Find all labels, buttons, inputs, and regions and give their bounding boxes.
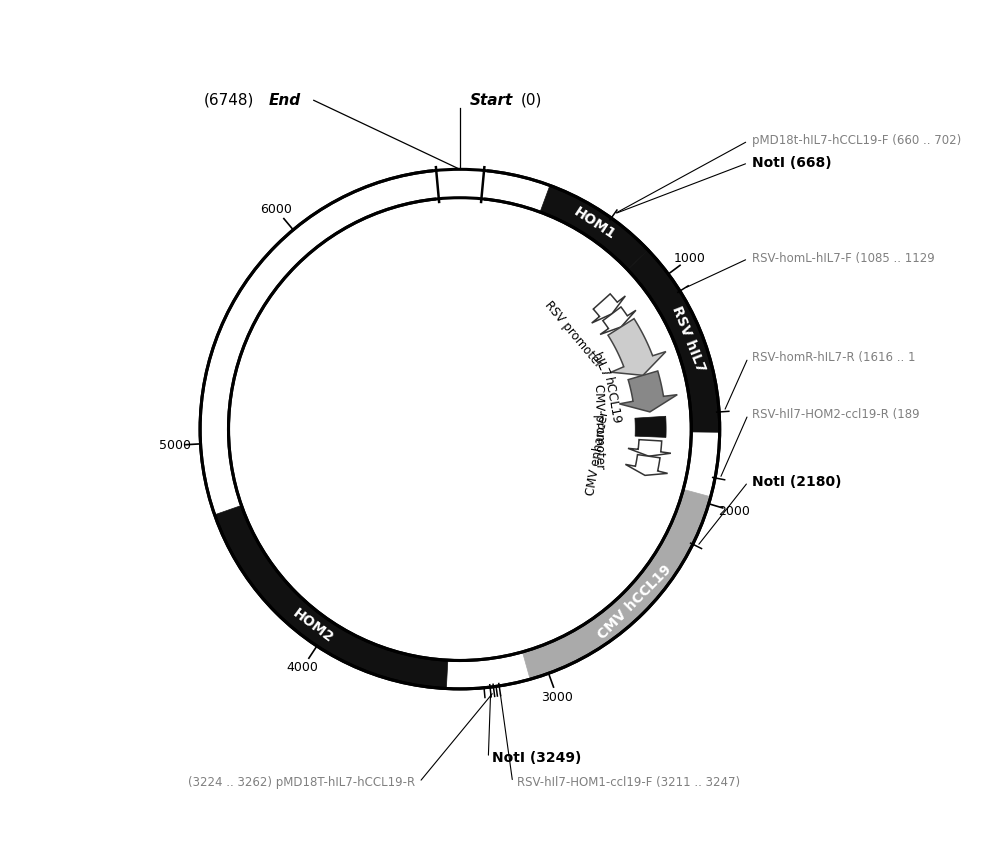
Text: 5000: 5000: [159, 439, 191, 452]
Text: NotI (3249): NotI (3249): [492, 751, 582, 765]
Text: End: End: [269, 93, 301, 108]
Text: hIL7: hIL7: [589, 350, 612, 381]
Text: HOM2: HOM2: [290, 606, 336, 645]
Text: RSV promoter: RSV promoter: [542, 299, 605, 370]
Text: HOM1: HOM1: [571, 205, 618, 242]
Text: 6000: 6000: [261, 204, 292, 216]
Text: RSV hIL7: RSV hIL7: [669, 304, 708, 375]
Polygon shape: [592, 294, 625, 323]
Text: 4000: 4000: [287, 661, 319, 674]
Text: (3224 .. 3262) pMD18T-hIL7-hCCL19-R: (3224 .. 3262) pMD18T-hIL7-hCCL19-R: [188, 775, 415, 789]
Text: RSV-homL-hIL7-F (1085 .. 1129: RSV-homL-hIL7-F (1085 .. 1129: [752, 252, 935, 265]
Text: 3000: 3000: [541, 691, 573, 704]
Text: pMD18t-hIL7-hCCL19-F (660 .. 702): pMD18t-hIL7-hCCL19-F (660 .. 702): [752, 135, 961, 147]
Text: RSV-hIl7-HOM1-ccl19-F (3211 .. 3247): RSV-hIl7-HOM1-ccl19-F (3211 .. 3247): [517, 775, 740, 789]
Polygon shape: [600, 307, 636, 334]
Text: CMV enhancer: CMV enhancer: [584, 409, 611, 496]
Polygon shape: [627, 250, 720, 432]
Text: 2000: 2000: [718, 504, 750, 518]
Text: CMV hCCL19: CMV hCCL19: [595, 562, 674, 642]
Text: 1000: 1000: [673, 252, 705, 265]
Polygon shape: [522, 489, 711, 679]
Text: (0): (0): [521, 93, 542, 108]
Polygon shape: [608, 318, 666, 376]
Polygon shape: [625, 455, 668, 476]
Text: NotI (668): NotI (668): [752, 156, 832, 170]
Polygon shape: [215, 505, 448, 689]
Polygon shape: [619, 371, 677, 412]
Text: Start: Start: [470, 93, 513, 108]
Polygon shape: [540, 185, 648, 269]
Polygon shape: [635, 416, 666, 437]
Text: NotI (2180): NotI (2180): [752, 475, 842, 489]
Text: RSV-homR-hIL7-R (1616 .. 1: RSV-homR-hIL7-R (1616 .. 1: [752, 351, 916, 365]
Wedge shape: [433, 163, 487, 207]
Text: RSV-hIl7-HOM2-ccl19-R (189: RSV-hIl7-HOM2-ccl19-R (189: [752, 408, 920, 421]
Text: (6748): (6748): [204, 93, 255, 108]
Text: hCCL19: hCCL19: [601, 376, 622, 426]
Polygon shape: [628, 440, 671, 456]
Text: CMV promoter: CMV promoter: [592, 384, 607, 470]
